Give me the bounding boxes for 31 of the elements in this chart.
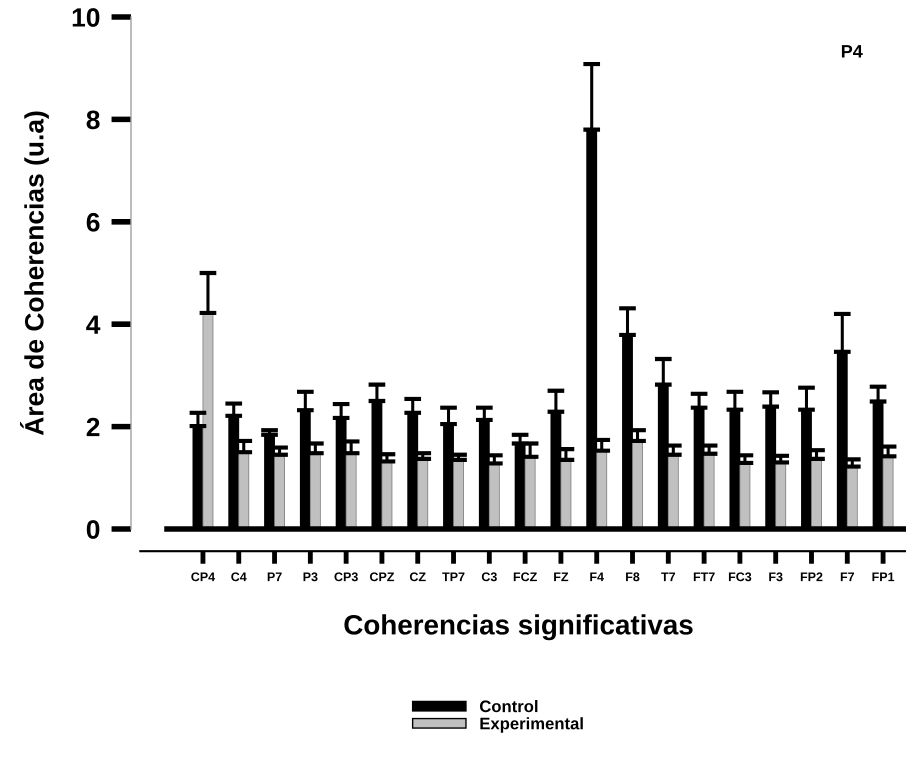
- x-tick-label: C4: [231, 572, 247, 582]
- x-tick-label: FCZ: [514, 572, 537, 582]
- legend-label: Control: [480, 700, 538, 712]
- x-tick-label: P7: [268, 572, 282, 582]
- x-tick-label: TP7: [442, 572, 464, 582]
- x-tick-label: FP1: [872, 572, 894, 582]
- y-tick-label: 2: [86, 418, 100, 436]
- x-tick-label: F8: [626, 572, 640, 582]
- y-tick-label: 0: [86, 520, 100, 539]
- y-axis-title: Área de Coherencias (u.a): [20, 112, 49, 436]
- x-tick-label: C3: [482, 572, 497, 582]
- x-tick-label: FC3: [728, 572, 752, 582]
- x-tick-label: CP4: [191, 572, 216, 582]
- x-tick-label: F3: [769, 572, 783, 582]
- x-tick-label: CPZ: [370, 572, 394, 582]
- annotation: P4: [842, 45, 863, 58]
- x-tick-label: F7: [840, 572, 854, 582]
- x-tick-label: FZ: [554, 572, 568, 582]
- x-tick-label: T7: [661, 572, 676, 582]
- x-tick-label: FT7: [694, 572, 715, 582]
- x-tick-label: CZ: [410, 572, 426, 582]
- y-tick-label: 6: [86, 212, 100, 232]
- y-tick-label: 10: [72, 8, 100, 27]
- x-tick-label: FP2: [800, 572, 822, 582]
- y-tick-label: 8: [86, 110, 100, 130]
- legend-label: Experimental: [480, 717, 583, 733]
- x-tick-label: CP3: [334, 572, 358, 582]
- x-axis-title: Coherencias significativas: [344, 614, 693, 640]
- x-tick-label: P3: [304, 572, 318, 582]
- x-tick-label: F4: [590, 572, 604, 582]
- y-tick-label: 4: [86, 316, 100, 334]
